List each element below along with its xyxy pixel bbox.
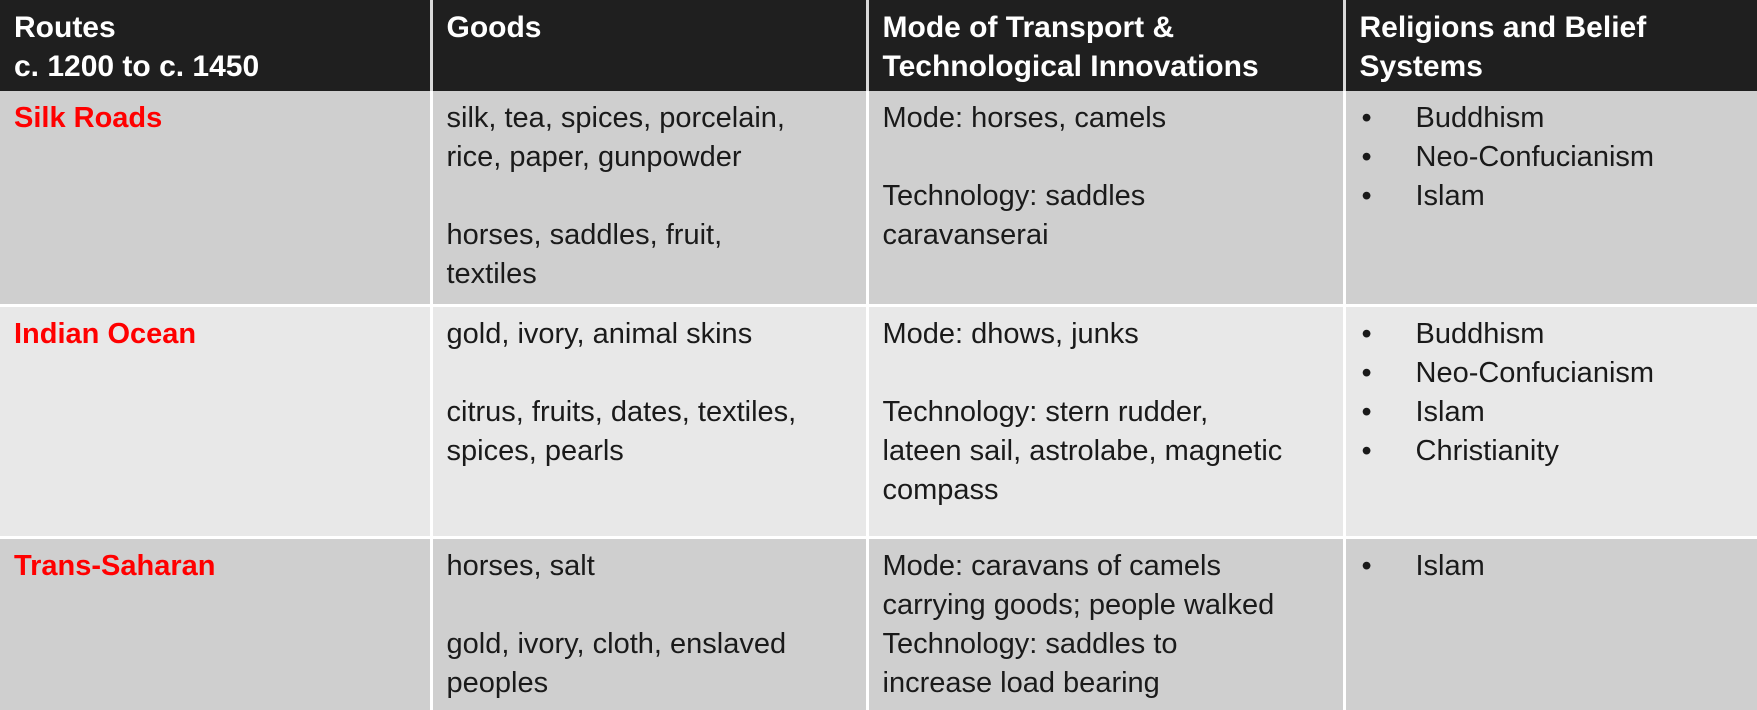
belief-item: • Islam [1360,393,1751,432]
header-transport-line-1: Mode of Transport & [882,11,1175,44]
route-name: Silk Roads [14,102,163,134]
header-row: Routes c. 1200 to c. 1450 Goods Mode of … [0,0,1757,91]
bullet-icon: • [1361,180,1372,212]
bullet-icon: • [1361,317,1372,350]
beliefs-list: • Buddhism • Neo-Confucianism • Islam • Chri… [1360,315,1751,471]
belief-item: • Neo-Confucianism [1360,354,1751,393]
spacer [883,354,1329,393]
beliefs-list: • Buddhism • Neo-Confucianism • Islam [1360,99,1751,216]
header-goods: Goods [431,0,869,91]
transport-cell: Mode: dhows, junks Technology: stern rud… [867,305,1346,539]
belief-label: Islam [1415,180,1485,212]
belief-label: Christianity [1415,434,1559,467]
header-routes-line-2: c. 1200 to c. 1450 [14,50,260,83]
spacer [447,177,852,216]
bullet-icon: • [1361,141,1372,173]
header-routes: Routes c. 1200 to c. 1450 [0,0,433,91]
transport-line: compass [882,473,999,506]
beliefs-cell: • Buddhism • Neo-Confucianism • Islam [1344,91,1757,307]
transport-line: Technology: saddles to [882,627,1178,660]
beliefs-cell: • Buddhism • Neo-Confucianism • Islam • Chri… [1344,305,1757,539]
transport-line: lateen sail, astrolabe, magnetic [882,434,1283,467]
belief-label: Buddhism [1415,317,1545,350]
table-row: Silk Roads silk, tea, spices, porcelain,… [0,91,1757,307]
beliefs-list: • Islam [1360,547,1751,586]
belief-label: Buddhism [1415,102,1545,134]
header-beliefs: Religions and Belief Systems [1344,0,1757,91]
goods-line: rice, paper, gunpowder [446,141,742,173]
transport-line: Mode: dhows, junks [882,317,1139,350]
goods-line: horses, salt [446,549,595,582]
belief-item: • Islam [1360,547,1751,586]
table-row: Indian Ocean gold, ivory, animal skins c… [0,305,1757,539]
bullet-icon: • [1361,102,1372,134]
belief-label: Islam [1415,549,1485,582]
transport-line: caravanserai [882,219,1049,251]
beliefs-cell: • Islam [1344,537,1757,710]
spacer [447,586,852,625]
bullet-icon: • [1361,434,1372,467]
spacer [447,354,852,393]
belief-item: • Islam [1360,177,1751,216]
goods-line: textiles [446,258,537,290]
goods-line: gold, ivory, animal skins [446,317,753,350]
goods-cell: gold, ivory, animal skins citrus, fruits… [431,305,869,539]
transport-line: Mode: caravans of camels [882,549,1221,582]
belief-item: • Christianity [1360,432,1751,471]
header-routes-line-1: Routes [14,11,116,44]
goods-line: horses, saddles, fruit, [446,219,723,251]
goods-cell: silk, tea, spices, porcelain, rice, pape… [431,91,869,307]
goods-line: gold, ivory, cloth, enslaved [446,627,787,660]
route-name-cell: Silk Roads [0,91,433,307]
goods-line: citrus, fruits, dates, textiles, [446,395,797,428]
transport-line: carrying goods; people walked [882,588,1275,621]
route-name-cell: Indian Ocean [0,305,433,539]
belief-item: • Neo-Confucianism [1360,138,1751,177]
transport-line: increase load bearing [882,666,1160,699]
belief-label: Neo-Confucianism [1415,141,1655,173]
route-name: Indian Ocean [14,317,197,350]
header-beliefs-line-1: Religions and Belief [1359,11,1647,44]
header-goods-line-1: Goods [446,11,542,44]
bullet-icon: • [1361,356,1372,389]
belief-item: • Buddhism [1360,99,1751,138]
goods-cell: horses, salt gold, ivory, cloth, enslave… [431,537,869,710]
transport-line: Technology: stern rudder, [882,395,1209,428]
transport-line: Technology: saddles [882,180,1146,212]
transport-cell: Mode: horses, camels Technology: saddles… [867,91,1346,307]
header-beliefs-line-2: Systems [1359,50,1483,83]
table-row: Trans-Saharan horses, salt gold, ivory, … [0,537,1757,710]
goods-line: spices, pearls [446,434,624,467]
goods-line: peoples [446,666,549,699]
route-name: Trans-Saharan [14,549,216,582]
bullet-icon: • [1361,549,1372,582]
route-name-cell: Trans-Saharan [0,537,433,710]
header-transport: Mode of Transport & Technological Innova… [867,0,1346,91]
transport-cell: Mode: caravans of camels carrying goods;… [867,537,1346,710]
header-transport-line-2: Technological Innovations [882,50,1259,83]
goods-line: silk, tea, spices, porcelain, [446,102,785,134]
belief-item: • Buddhism [1360,315,1751,354]
spacer [883,138,1329,177]
belief-label: Islam [1415,395,1485,428]
belief-label: Neo-Confucianism [1415,356,1655,389]
transport-line: Mode: horses, camels [882,102,1167,134]
bullet-icon: • [1361,395,1372,428]
